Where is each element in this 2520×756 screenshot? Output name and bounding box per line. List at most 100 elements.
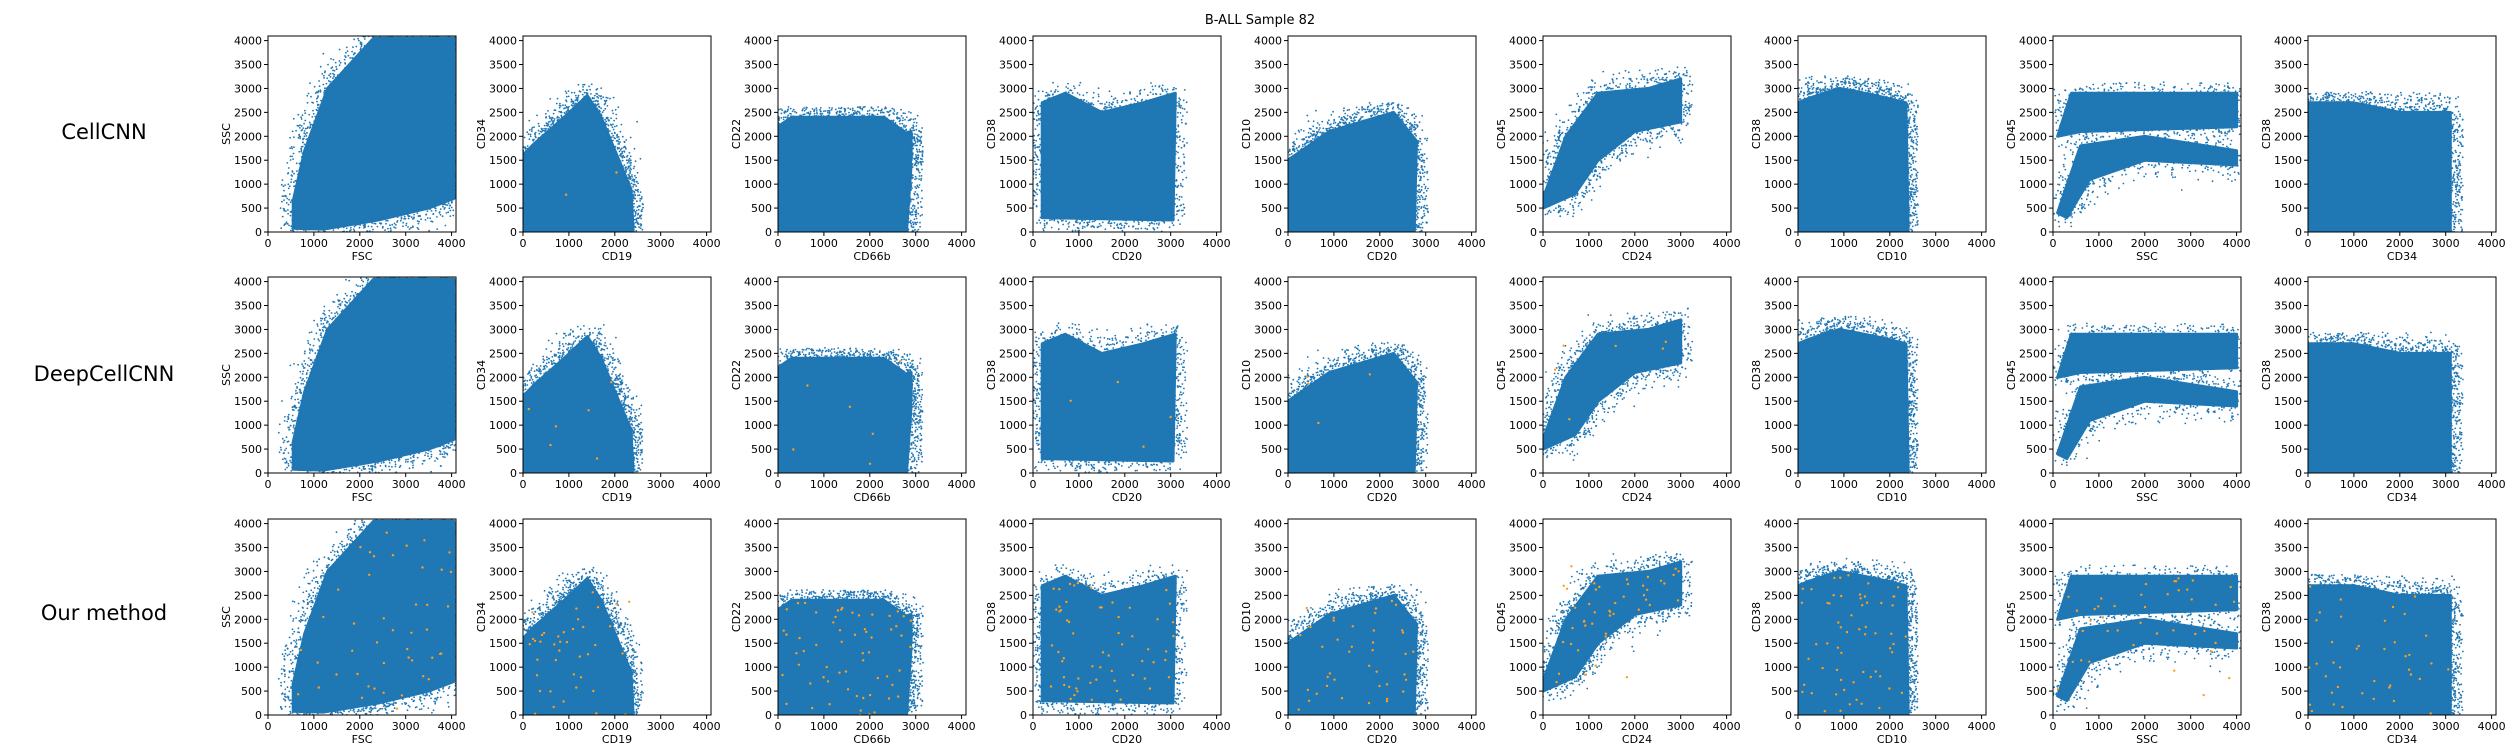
y-tick-label: 2000 [489,130,517,143]
cell-point [545,612,547,615]
y-tick-label: 3000 [744,82,772,95]
cell-point [322,470,324,473]
cell-point [625,384,627,386]
x-tick-label: 1000 [810,478,838,491]
cell-point [802,116,805,119]
cell-point [413,699,415,702]
cell-point [292,670,295,673]
cell-point [622,408,625,411]
cell-point [558,596,561,599]
cell-point [429,217,432,220]
cell-point [916,114,919,117]
cell-point [430,210,433,212]
cell-point [845,113,847,115]
cell-point [297,610,300,612]
cell-point [872,115,874,117]
cell-point [541,128,543,131]
cell-point [305,135,308,137]
cell-point [359,47,362,50]
cell-point [786,598,788,601]
cell-point [533,370,536,373]
cell-point [377,462,379,464]
selected-cell-point [337,588,340,591]
cell-point [604,366,606,369]
cell-point [331,549,334,552]
cell-point [909,430,912,433]
cell-point [917,212,920,215]
cell-point [362,280,365,283]
cell-point [798,352,800,355]
cell-point [318,585,321,587]
y-tick-label: 1500 [234,637,262,650]
cell-point [911,387,914,389]
cell-point [533,126,535,128]
cell-point [911,452,913,455]
cell-point [546,598,549,601]
cell-point [308,594,311,597]
selected-cell-point [375,641,379,644]
cell-point [332,77,334,80]
cell-point [600,583,602,586]
cell-point [616,136,619,139]
y-tick-label: 4000 [744,35,772,48]
cell-point [909,128,912,131]
cell-point [581,568,584,571]
cell-point [332,72,334,75]
cell-point [428,229,430,232]
cell-point [418,698,421,701]
cell-point [815,115,817,118]
cell-point [614,108,617,111]
cell-point [917,186,920,189]
cell-point [320,336,323,339]
cell-point [605,607,608,610]
cell-point [635,691,638,694]
cell-point [296,664,299,667]
cell-point [803,113,806,116]
cell-point [783,604,786,606]
cell-point [292,426,295,428]
cell-point [613,630,616,632]
cell-point [550,593,553,595]
cell-point [915,223,917,226]
cell-point [326,566,329,569]
cell-point [552,121,555,124]
cell-point [368,468,371,470]
cell-point [786,596,789,599]
cell-point [312,591,315,594]
cell-point [289,651,292,653]
cell-point [308,601,311,603]
cell-point [914,368,917,371]
cell-point [538,602,541,605]
cell-point [616,146,619,149]
cell-point [784,361,786,364]
cell-point [886,594,889,597]
selected-cell-point [553,643,556,646]
cell-point [358,51,361,54]
cell-point [453,319,456,322]
cell-point [300,150,303,153]
cell-point [836,353,839,356]
cell-point [628,151,631,154]
cell-point [388,465,390,468]
cell-point [639,191,642,194]
cell-point [351,540,353,542]
cell-point [306,471,309,473]
cell-point [638,226,640,229]
cell-point [407,217,410,220]
selected-cell-point [449,570,453,574]
cell-point [454,533,456,536]
cell-point [543,129,545,132]
cell-point [293,172,295,175]
y-tick-label: 2500 [234,106,262,119]
cell-point [849,108,852,111]
cell-point [907,448,910,451]
cell-point [778,117,781,119]
cell-point [348,279,351,282]
cell-point [601,598,604,601]
cell-point [403,213,406,216]
cell-point [920,438,923,441]
cell-point [337,299,339,301]
cell-point [347,54,350,57]
cell-point [530,377,533,379]
y-tick-label: 500 [241,202,262,215]
